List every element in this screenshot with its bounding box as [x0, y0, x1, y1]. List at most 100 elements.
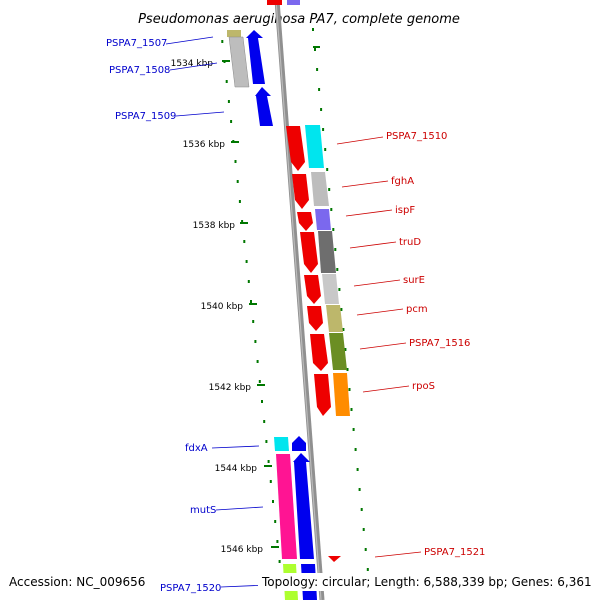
tick-dot [346, 368, 349, 371]
tick-1546: 1546 kbp [221, 545, 279, 555]
tick-dot [360, 508, 363, 511]
tick-label: 1546 kbp [221, 545, 264, 555]
tick-dot [265, 440, 268, 443]
tick-dot [316, 68, 319, 71]
tick-dot [324, 148, 327, 151]
tick-dot [313, 46, 320, 48]
tick-dot [225, 80, 228, 83]
tick-1538: 1538 kbp [193, 221, 248, 231]
gene-label-pspa7-1520[interactable]: PSPA7_1520 [160, 583, 221, 594]
tick-1536: 1536 kbp [183, 140, 239, 150]
tick-label: 1542 kbp [209, 383, 252, 393]
tick-dot [269, 480, 272, 483]
gene-label-pspa7-1508[interactable]: PSPA7_1508 [109, 65, 170, 76]
gene-label-fgha[interactable]: fghA [391, 176, 414, 187]
tick-dot [350, 408, 353, 411]
gene-label-pcm[interactable]: pcm [406, 304, 428, 315]
gene-fdxa-bar[interactable] [274, 437, 289, 451]
tick-dot [312, 28, 314, 31]
gene-pcm-bar[interactable] [326, 305, 343, 332]
reverse-genes [286, 125, 350, 562]
tick-label: 1540 kbp [201, 302, 244, 312]
gene-label-pspa7-1509[interactable]: PSPA7_1509 [115, 111, 176, 122]
gene-pspa7-1516-arrow[interactable] [310, 334, 328, 371]
gene-pspa7-1510-arrow[interactable] [286, 126, 305, 171]
tick-dot [340, 308, 343, 311]
accession-text: Accession: NC_009656 [9, 575, 145, 589]
tick-dot [326, 168, 329, 171]
tick-1542: 1542 kbp [209, 383, 265, 393]
tick-dot [236, 180, 239, 183]
tick-dot [358, 488, 361, 491]
gene-label-pspa7-1507[interactable]: PSPA7_1507 [106, 38, 167, 49]
gene-label-ispf[interactable]: ispF [395, 205, 415, 216]
tick-dot [245, 260, 248, 263]
gene-pspa7-1508-bar[interactable] [228, 36, 250, 88]
gene-pspa7-1509-arrow[interactable] [255, 87, 273, 126]
tick-1540: 1540 kbp [201, 302, 257, 312]
gene-pcm-arrow[interactable] [307, 306, 323, 331]
tick-dot [230, 120, 233, 123]
gene-pspa7-1510-bar[interactable] [305, 125, 324, 168]
gene-trud-bar[interactable] [318, 231, 336, 273]
tick-label: 1536 kbp [183, 140, 226, 150]
gene-fdxa-arrow[interactable] [292, 436, 306, 451]
tick-dot [274, 520, 277, 523]
gene-label-fdxa[interactable]: fdxA [185, 443, 208, 454]
tick-dot [322, 128, 325, 131]
topology-text: Topology: circular; Length: 6,588,339 bp… [261, 575, 592, 589]
tick-dot [336, 268, 339, 271]
tick-dot [314, 48, 316, 51]
tick-dot [263, 420, 266, 423]
gene-label-pspa7-1510[interactable]: PSPA7_1510 [386, 131, 447, 142]
tick-dot [221, 40, 224, 43]
gene-muts-arrow[interactable] [293, 453, 314, 559]
tick-dot [328, 188, 331, 191]
gene-fgha-arrow[interactable] [292, 174, 309, 209]
gene-pspa7-1507-arrow[interactable] [246, 30, 265, 84]
gene-ispf-bar[interactable] [315, 209, 331, 230]
tick-dot [362, 528, 365, 531]
tick-dot [254, 340, 257, 343]
gene-label-trud[interactable]: truD [399, 237, 421, 248]
tick-1544: 1544 kbp [215, 464, 272, 474]
tick-dot [338, 288, 341, 291]
gene-pspa7-1516-bar[interactable] [329, 333, 347, 370]
gene-label-pspa7-1516[interactable]: PSPA7_1516 [409, 338, 470, 349]
gene-fgha-bar[interactable] [311, 172, 329, 206]
gene-muts-bar[interactable] [276, 454, 297, 559]
tick-dot [332, 228, 335, 231]
tick-ring-right [312, 28, 371, 591]
tick-label: 1534 kbp [171, 59, 214, 69]
tick-dot [247, 280, 250, 283]
tick-dot [243, 240, 246, 243]
gene-sure-bar[interactable] [322, 274, 339, 304]
gene-label-muts[interactable]: mutS [190, 505, 216, 516]
backbone [274, 0, 325, 600]
tick-dot [352, 428, 355, 431]
gene-rpos-arrow[interactable] [314, 374, 331, 416]
gene-label-pspa7-1521[interactable]: PSPA7_1521 [424, 547, 485, 558]
tick-1534: 1534 kbp [171, 59, 230, 69]
tick-dot [366, 568, 369, 571]
left-gene-labels: PSPA7_1507 PSPA7_1508 PSPA7_1509 fdxA mu… [106, 36, 269, 594]
tick-dot [330, 208, 333, 211]
tick-dot [276, 540, 279, 543]
forward-genes [228, 30, 317, 600]
gene-pspa7-1521-arrow[interactable] [328, 556, 341, 562]
gene-label-sure[interactable]: surE [403, 275, 425, 286]
tick-dot [348, 388, 351, 391]
tick-dot [334, 248, 337, 251]
map-title: Pseudomonas aeruginosa PA7, complete gen… [138, 12, 460, 27]
gene-rpos-bar[interactable] [333, 373, 350, 416]
tick-dot [241, 220, 244, 223]
gene-trud-arrow[interactable] [300, 232, 318, 273]
gene-label-rpos[interactable]: rpoS [412, 381, 435, 392]
tick-dot [258, 380, 261, 383]
tick-dot [318, 88, 321, 91]
tick-dot [278, 560, 281, 563]
gene-ispf-arrow[interactable] [297, 212, 313, 231]
tick-dot [354, 448, 357, 451]
gene-sure-arrow[interactable] [304, 275, 321, 304]
